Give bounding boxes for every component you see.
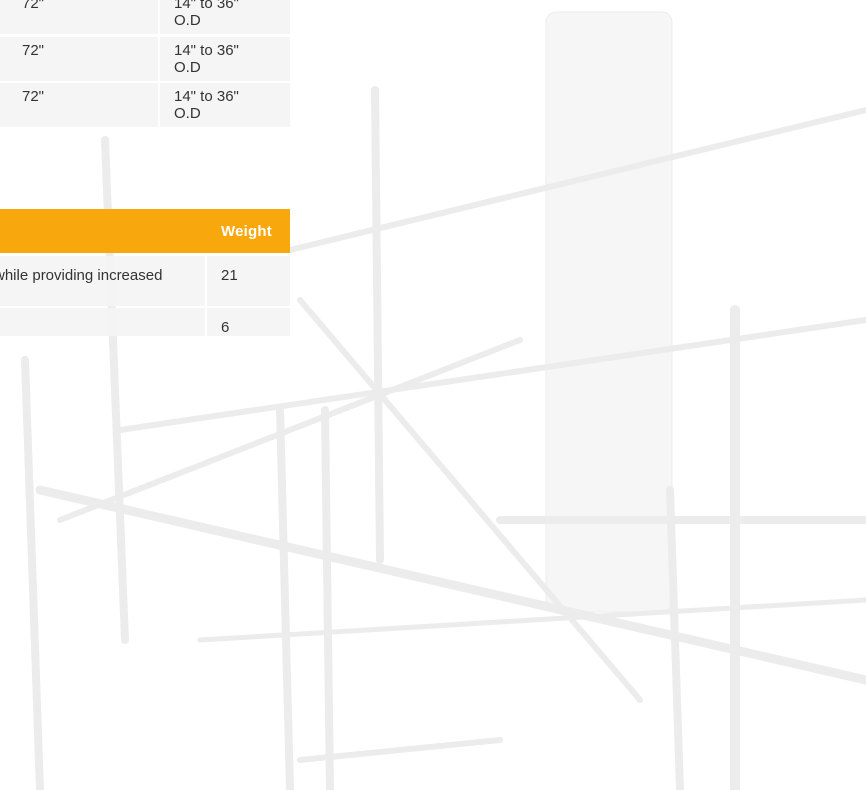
strut xyxy=(375,90,380,560)
cell-text: while providing increased xyxy=(0,267,162,284)
table-cell xyxy=(0,308,205,336)
cell-text: 14" to 36" O.D xyxy=(174,42,266,76)
cell-text: 72" xyxy=(22,0,152,12)
strut xyxy=(280,410,290,790)
brace xyxy=(120,320,866,430)
cell-text: 14" to 36" O.D xyxy=(174,0,266,29)
strut xyxy=(325,410,330,790)
cell-text: 21 xyxy=(221,267,238,284)
header-text: Weight xyxy=(221,223,272,240)
cell-text: 6 xyxy=(221,319,229,336)
cell-text: 14" to 36" O.D xyxy=(174,88,266,122)
page: (() => { const data = JSON.parse(documen… xyxy=(0,0,866,790)
cell-text: 72" xyxy=(22,42,152,59)
table-cell xyxy=(207,256,290,306)
cell-text: 72" xyxy=(22,88,152,105)
strut xyxy=(25,360,40,790)
table-cell xyxy=(207,308,290,336)
